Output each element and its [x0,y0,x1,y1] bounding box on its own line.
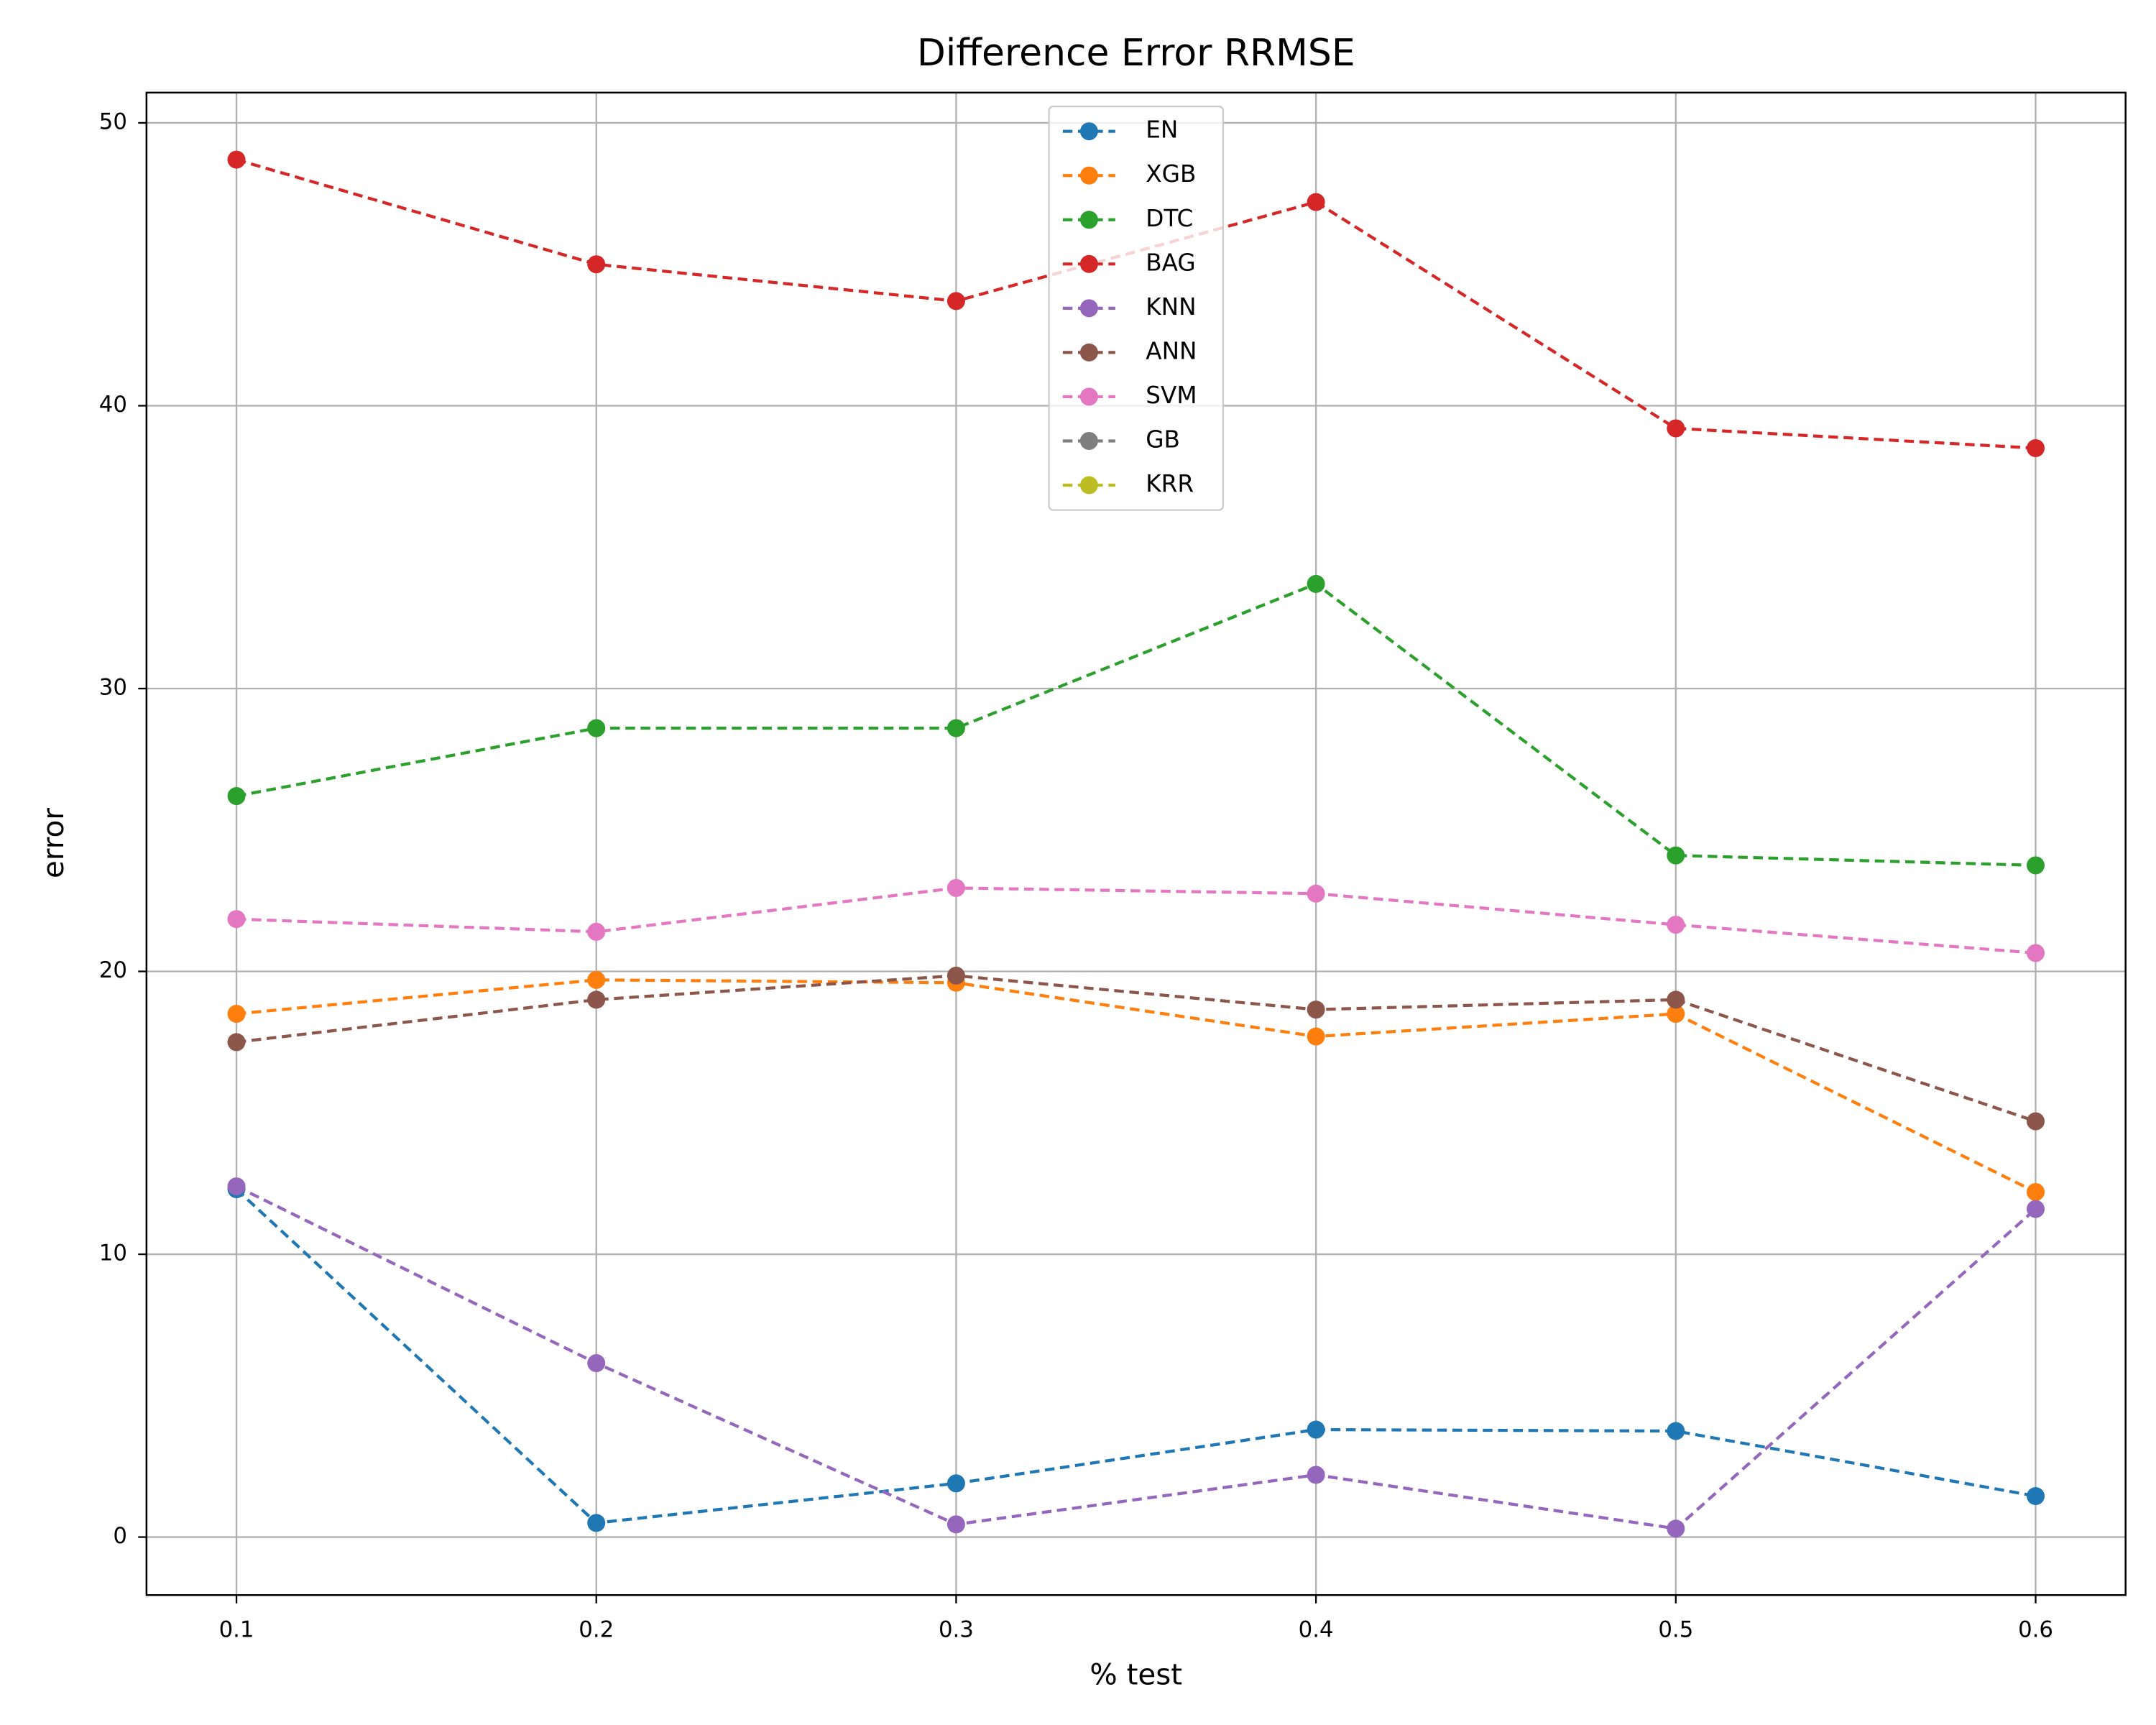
data-point [946,966,965,985]
data-point [587,922,606,941]
legend-marker [1079,254,1098,273]
series-line [236,581,2036,868]
legend-marker [1079,299,1098,318]
legend-marker [1079,211,1098,229]
legend-label: GB [1146,426,1180,453]
chart-title: Difference Error RRMSE [917,32,1355,75]
legend-marker [1079,166,1098,185]
y-tick-label: 0 [113,1523,127,1549]
legend-label: KNN [1146,293,1196,321]
data-point [1307,1466,1325,1484]
series-line [235,1187,2036,1525]
data-point [587,255,606,274]
data-point [1307,574,1325,593]
data-point [1667,916,1685,934]
data-point [2027,439,2045,458]
data-point [227,1005,246,1024]
data-point [1667,846,1685,865]
y-tick-label: 40 [99,392,127,418]
data-point [2027,1112,2045,1131]
x-tick-label: 0.6 [2018,1617,2053,1643]
y-tick-label: 30 [99,674,127,700]
legend-label: ANN [1146,337,1197,364]
data-point [587,970,606,989]
x-tick-label: 0.2 [579,1617,614,1643]
data-point [946,1515,965,1534]
data-point [2027,944,2045,962]
legend-marker [1079,122,1098,141]
legend-label: DTC [1146,205,1193,232]
data-point [1667,1422,1685,1440]
legend-box [1048,105,1225,511]
data-point [227,787,246,806]
legend-label: SVM [1146,382,1197,409]
data-point [587,990,606,1009]
data-point [946,1474,965,1493]
legend-marker [1079,387,1098,406]
y-tick-label: 10 [99,1241,127,1266]
x-tick-label: 0.4 [1299,1617,1334,1643]
data-point [1307,1420,1325,1439]
data-point [227,1033,246,1052]
x-tick-label: 0.1 [219,1617,254,1643]
legend-label: KRR [1146,470,1194,497]
data-point [1307,193,1325,211]
x-tick-label: 0.5 [1658,1617,1693,1643]
legend-label: XGB [1146,160,1196,188]
data-point [2027,1200,2045,1218]
data-point [227,910,246,929]
data-point [2027,1182,2045,1201]
data-point [587,1354,606,1373]
data-point [587,719,606,737]
plot-frame [145,91,2127,1596]
series-line [236,886,2036,955]
legend-marker [1079,431,1098,450]
data-point [1667,1519,1685,1538]
data-point [587,1514,606,1532]
data-point [227,1177,246,1196]
y-tick-label: 20 [99,957,127,983]
data-point [946,292,965,310]
legend-label: EN [1146,116,1178,144]
legend-label: BAG [1146,249,1196,276]
series-line [236,978,2037,1194]
legend-marker [1079,476,1098,494]
x-tick-label: 0.3 [939,1617,974,1643]
legend-marker [1079,343,1098,362]
series-line [236,158,2036,450]
data-point [1307,1000,1325,1019]
data-point [227,150,246,169]
x-axis-label: % test [1089,1658,1182,1692]
data-point [1667,419,1685,438]
data-point [1667,990,1685,1009]
y-tick-label: 50 [99,109,127,134]
data-point [1667,1005,1685,1024]
series-line [236,1184,2037,1530]
data-point [1307,1027,1325,1046]
data-point [2027,1486,2045,1505]
y-axis-label: error [37,808,70,878]
data-point [2027,856,2045,875]
series-line [236,974,2037,1123]
data-point [1307,884,1325,903]
data-point [946,878,965,897]
data-point [946,719,965,737]
